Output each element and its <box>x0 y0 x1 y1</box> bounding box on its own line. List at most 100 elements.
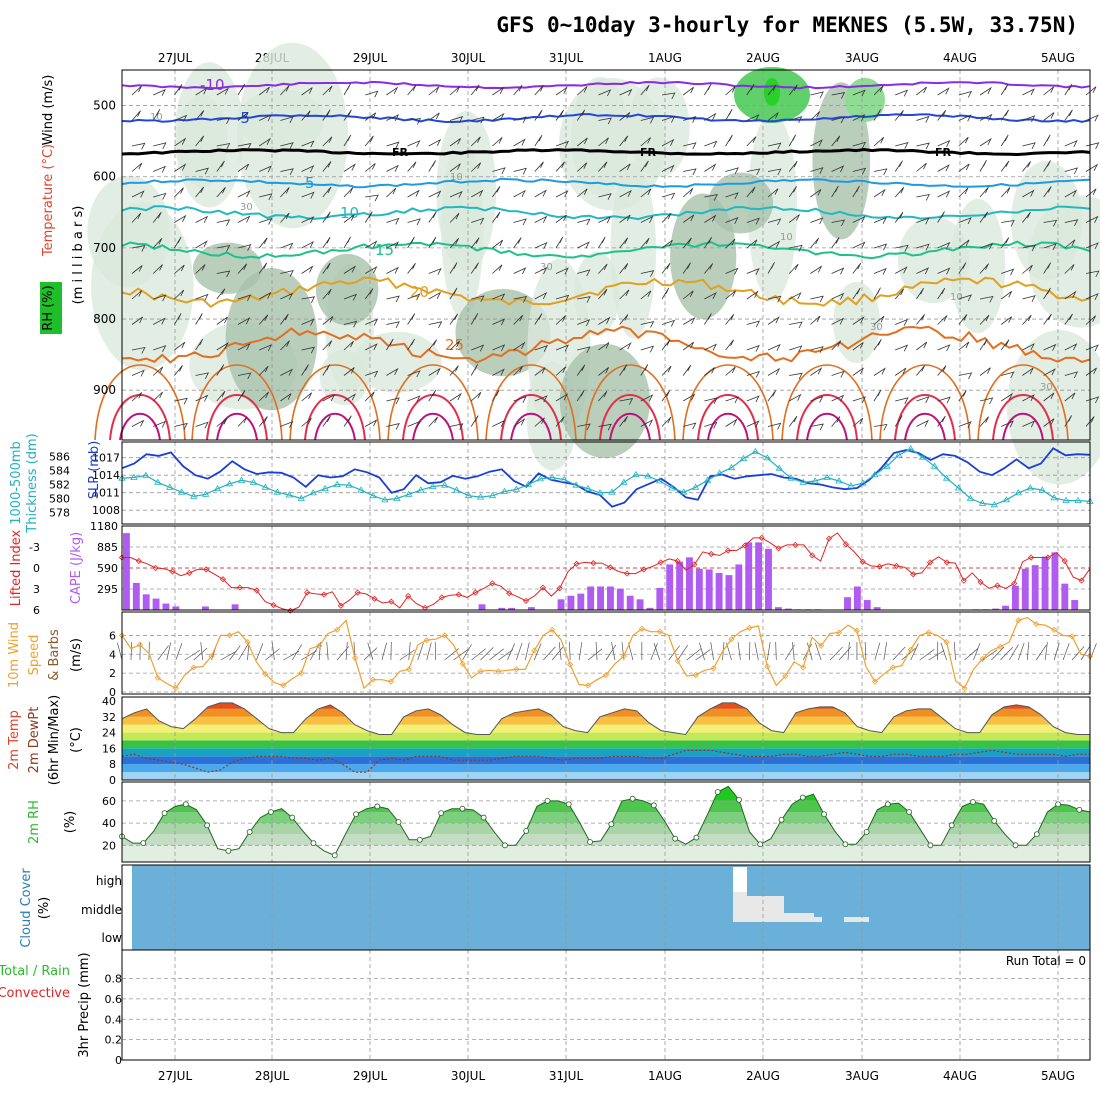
y-axis-label: Temperature (°C) <box>41 144 56 257</box>
thickness-tick-label: 578 <box>49 507 70 520</box>
wind-barb <box>737 642 741 661</box>
wind-barb <box>661 92 676 100</box>
thickness-point <box>799 478 807 485</box>
cape-bar <box>152 598 160 610</box>
wind-barb <box>958 163 970 172</box>
wind-barb <box>470 313 479 325</box>
thickness-point <box>751 447 760 454</box>
rh-point <box>310 840 317 847</box>
wind-barb <box>216 244 231 252</box>
wind-barb <box>619 364 628 376</box>
lifted-index-point <box>842 541 849 548</box>
wind-barb <box>810 237 820 249</box>
isotherm-line <box>510 412 552 441</box>
panel-2m-temp <box>121 696 1091 781</box>
wind-barb <box>471 189 484 198</box>
wind-speed-point <box>620 653 627 660</box>
wind-barb <box>640 290 652 300</box>
wind-barb <box>407 420 421 428</box>
rh-label: 10 <box>150 112 163 123</box>
wind-barb <box>343 134 352 147</box>
wind-barb <box>471 344 485 352</box>
wind-barb <box>916 217 930 225</box>
rh-point <box>991 817 998 824</box>
wind-barb <box>428 190 442 198</box>
temp-bands <box>122 702 1090 780</box>
thickness-point <box>417 486 425 493</box>
date-label-bottom: 2AUG <box>746 1069 780 1083</box>
lifted-index-point <box>506 590 513 597</box>
wind-barb <box>1022 420 1036 428</box>
wind-barb <box>280 270 294 277</box>
wind-barb <box>704 83 712 96</box>
wind-barb <box>555 86 568 96</box>
wind-speed-point <box>943 638 950 646</box>
wind-barb <box>1000 392 1014 402</box>
wind-barb <box>640 321 655 328</box>
wind-barb <box>682 237 692 249</box>
lifted-index-point <box>556 585 563 592</box>
isotherm-line <box>707 412 749 441</box>
wind-barb <box>343 340 354 351</box>
wind-barb <box>937 315 948 325</box>
wind-barb <box>174 137 187 147</box>
wind-barb <box>958 372 973 380</box>
wind-barb <box>513 365 523 376</box>
wind-barb <box>513 341 526 351</box>
wind-speed-point <box>477 668 484 675</box>
wind-barb <box>558 642 562 661</box>
wind-barb <box>153 317 166 325</box>
wind-barb <box>916 341 928 351</box>
wind-barb <box>883 642 888 661</box>
wind-barb <box>894 110 904 121</box>
lifted-index-point <box>1078 577 1085 584</box>
wind-barb <box>916 193 930 201</box>
wind-barb <box>746 136 757 147</box>
wind-barb <box>895 89 909 97</box>
wind-barb <box>1001 371 1015 379</box>
wind-barb <box>492 368 505 376</box>
wind-speed-point <box>567 661 574 668</box>
wind-barb <box>492 211 501 223</box>
freezing-label: FR <box>392 146 409 159</box>
lifted-index-point <box>708 550 715 558</box>
wind-barb <box>407 293 421 301</box>
rh-band <box>122 845 1090 862</box>
lifted-index-point <box>219 576 227 583</box>
rh-point <box>523 827 530 834</box>
precip-tick-label: 0.2 <box>105 1034 123 1047</box>
wind-barb <box>322 262 331 274</box>
thickness-point <box>596 489 604 496</box>
wind-barb <box>365 419 378 427</box>
wind-barb <box>407 218 421 226</box>
isotherm-label: 5 <box>305 174 315 192</box>
wind-barb <box>789 321 803 329</box>
wind-barb <box>364 240 378 249</box>
wind-barb <box>408 642 411 661</box>
wind-barb <box>873 389 882 402</box>
wind-barb <box>174 264 185 274</box>
freezing-label: FR <box>640 146 657 159</box>
thickness-point <box>1038 486 1046 493</box>
wind-speed-point <box>585 682 592 689</box>
wind-barb <box>810 265 823 274</box>
wind-barb <box>1022 343 1035 351</box>
wind-barb <box>322 161 332 172</box>
wind-barb <box>216 270 231 278</box>
wind-barb <box>216 87 230 96</box>
wind-barb <box>746 290 759 300</box>
wind-barb <box>1043 243 1057 251</box>
wind-barb <box>195 394 209 402</box>
wind-barb <box>704 112 717 121</box>
cape-bar <box>172 606 180 610</box>
wind-barb <box>767 188 779 198</box>
wind-barb <box>555 214 567 223</box>
wind-barb <box>534 215 548 223</box>
wind-barb <box>619 112 631 121</box>
isotherm-line <box>191 364 283 441</box>
wind-barb <box>195 110 205 121</box>
wind-barb <box>746 239 758 249</box>
wind-barb <box>916 287 924 300</box>
isotherm-line <box>121 177 1091 189</box>
